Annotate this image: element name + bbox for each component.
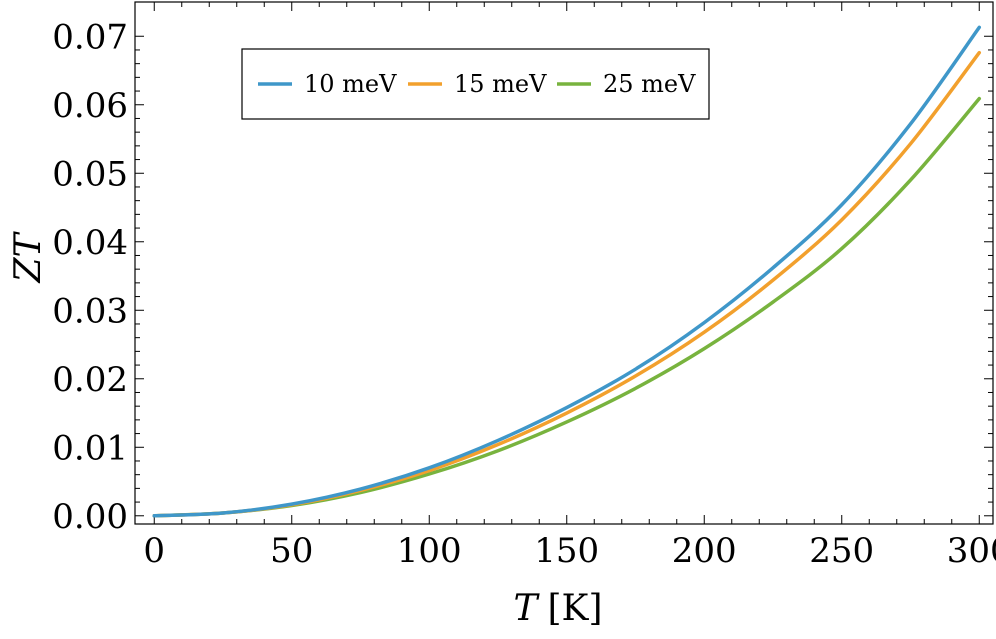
y-tick-label: 0.04 [52, 223, 128, 263]
y-tick-label: 0.05 [52, 154, 128, 194]
series-line-25-mev [152, 96, 981, 518]
y-tick-label: 0.07 [52, 17, 128, 57]
plot-frame [134, 1, 994, 525]
y-tick-label: 0.01 [52, 428, 128, 468]
series-line-10-mev [152, 25, 981, 518]
y-axis-label: ZT [8, 231, 49, 284]
x-tick-label: 50 [270, 531, 313, 571]
series-line-15-mev [152, 50, 981, 518]
x-axis-label-var: T [514, 588, 541, 629]
axis-tick-labels: 0 50 100 150 200 250 300 0.00 0.01 0.02 0.03 0.04 0.… [52, 17, 996, 571]
y-tick-label: 0.02 [52, 360, 128, 400]
legend-label-10mev: 10 meV [304, 70, 397, 98]
x-axis-label: T [K] [514, 588, 603, 629]
legend-label-25mev: 25 meV [603, 70, 696, 98]
x-tick-label: 300 [947, 531, 996, 571]
x-tick-label: 0 [143, 531, 165, 571]
x-tick-label: 150 [534, 531, 599, 571]
legend-box [241, 48, 710, 120]
x-tick-label: 250 [809, 531, 874, 571]
legend-label-15mev: 15 meV [454, 70, 547, 98]
y-tick-label: 0.03 [52, 291, 128, 331]
x-tick-label: 200 [672, 531, 737, 571]
data-series [152, 25, 981, 518]
legend: 10 meV 15 meV 25 meV [241, 48, 710, 120]
y-tick-label: 0.00 [52, 497, 128, 537]
axis-ticks [135, 2, 993, 524]
x-axis-label-unit: [K] [548, 588, 603, 629]
y-tick-label: 0.06 [52, 86, 128, 126]
x-tick-label: 100 [397, 531, 462, 571]
